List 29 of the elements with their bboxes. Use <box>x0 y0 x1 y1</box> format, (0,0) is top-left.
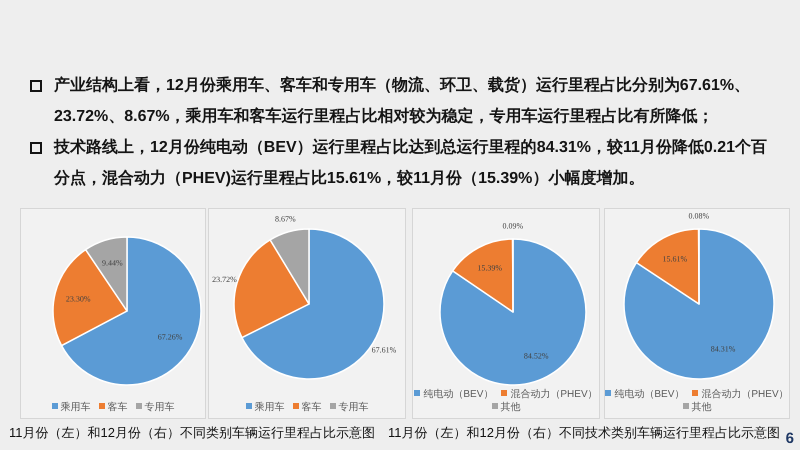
data-label: 0.09% <box>502 222 524 230</box>
legend-label: 乘用车 <box>254 402 284 413</box>
legend-label: 专用车 <box>338 402 368 413</box>
text: 6 <box>786 430 794 447</box>
data-label: 67.26% <box>158 332 182 342</box>
legend-label: 纯电动（BEV） <box>423 389 494 400</box>
data-label: 67.61% <box>372 346 396 355</box>
text: 11月份（左）和12月份（右）不同技术类别车辆运行里程占比示意图 <box>388 425 780 441</box>
text: 技术路线上，12月份纯电动（BEV）运行里程占比达到总运行里程的84.31%，较11月份降低0.21个百分点，混合动力（PHEV)运行里程占比15.61%，较11月份（15.39%）小幅度增加。 <box>54 139 768 187</box>
legend-label: 其他 <box>692 402 712 413</box>
legend-label: 混合动力（PHEV） <box>701 389 789 400</box>
legend-label: 其他 <box>500 402 520 413</box>
data-label: 9.44% <box>102 258 123 268</box>
data-label: 15.61% <box>662 254 688 264</box>
legend-label: 纯电动（BEV） <box>614 389 684 400</box>
data-label: 15.39% <box>477 264 502 273</box>
data-label: 8.67% <box>274 214 296 224</box>
legend-label: 客车 <box>108 402 128 413</box>
legend-label: 混合动力（PHEV） <box>510 389 598 400</box>
legend-label: 专用车 <box>144 402 174 413</box>
data-label: 23.72% <box>212 275 237 284</box>
data-label: 23.30% <box>66 294 91 304</box>
data-label: 0.08% <box>688 212 710 220</box>
legend-label: 乘用车 <box>60 402 90 413</box>
data-label: 84.52% <box>524 351 549 360</box>
text: 11月份（左）和12月份（右）不同类别车辆运行里程占比示意图 <box>9 425 375 441</box>
legend-label: 客车 <box>302 402 322 413</box>
text: 产业结构上看，12月份乘用车、客车和专用车（物流、环卫、载货）运行里程占比分别为67.61%、23.72%、8.67%，乘用车和客车运行里程占比相对较为稳定，专用车运行里程占比有所降低； <box>54 77 750 125</box>
data-label: 84.31% <box>710 344 736 354</box>
